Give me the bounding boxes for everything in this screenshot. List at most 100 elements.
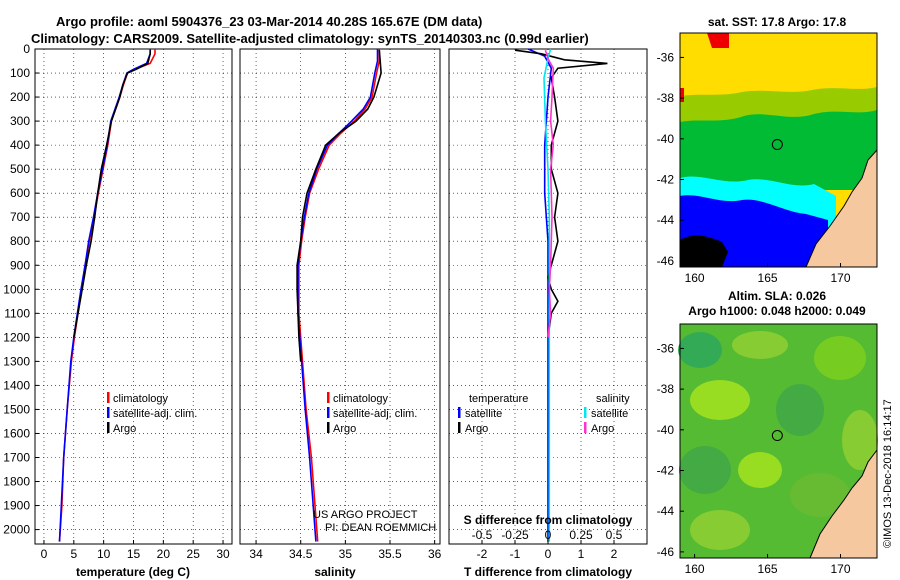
series-line-3 <box>544 49 555 338</box>
legend-t-satellite-label: satellite <box>465 408 502 420</box>
legend-climatology-swatch <box>327 392 330 403</box>
legend-s-satellite-swatch <box>584 407 587 418</box>
sla-patch <box>678 332 722 368</box>
salinity-legend: climatology satellite-adj. clim. Argo <box>327 392 417 435</box>
legend-satellite-label: satellite-adj. clim. <box>113 408 197 420</box>
x-tick-label: 0 <box>41 547 48 561</box>
legend-argo-label: Argo <box>333 423 356 435</box>
x-tick-label: 30 <box>216 547 230 561</box>
map-x-tick-label: 160 <box>685 271 705 285</box>
map-y-tick-label: -36 <box>657 341 675 355</box>
sla-patch <box>776 384 824 436</box>
sla-patch <box>738 452 782 488</box>
series-line-2 <box>73 50 151 338</box>
y-tick-label: 1800 <box>3 475 30 489</box>
legend-t-argo-label: Argo <box>465 423 488 435</box>
y-tick-label: 2000 <box>3 523 30 537</box>
legend-s-argo-swatch <box>584 422 587 433</box>
s-diff-tick-label: -0.5 <box>472 528 493 542</box>
y-tick-label: 1300 <box>3 354 30 368</box>
y-tick-label: 1100 <box>4 306 30 320</box>
sla-map: Altim. SLA: 0.026 Argo h1000: 0.048 h200… <box>657 289 878 576</box>
sst-warm-edge <box>680 88 684 102</box>
map-y-tick-label: -40 <box>657 132 675 146</box>
x-tick-label: 10 <box>97 547 111 561</box>
map-y-tick-label: -38 <box>657 91 675 105</box>
legend-argo-label: Argo <box>113 423 136 435</box>
sla-patch <box>679 446 731 494</box>
y-tick-label: 1200 <box>3 330 30 344</box>
legend-t-satellite-swatch <box>458 407 461 418</box>
sst-warm-patch <box>707 33 729 48</box>
s-diff-tick-label: 0.5 <box>606 528 623 542</box>
s-diff-tick-label: -0.25 <box>501 528 529 542</box>
y-tick-label: 1700 <box>3 450 30 464</box>
s-diff-tick-label: 0 <box>545 528 552 542</box>
salinity-panel: 34 34.5 35 35.5 36 salinity climatology sate… <box>239 48 442 579</box>
map-y-tick-label: -40 <box>657 423 675 437</box>
x-tick-label: 2 <box>611 547 618 561</box>
x-tick-label: 34.5 <box>289 547 313 561</box>
y-tick-label: 100 <box>10 66 30 80</box>
map-y-tick-label: -42 <box>657 464 675 478</box>
series-line-0 <box>298 49 381 542</box>
y-tick-label: 700 <box>10 210 30 224</box>
y-tick-label: 1900 <box>3 499 30 513</box>
figure-title-line1: Argo profile: aoml 5904376_23 03-Mar-201… <box>56 14 482 29</box>
sst-band-coldest <box>680 235 728 267</box>
legend-t-argo-swatch <box>458 422 461 433</box>
y-tick-label: 200 <box>10 90 30 104</box>
y-tick-label: 300 <box>10 114 30 128</box>
s-diff-tick-label: 0.25 <box>569 528 593 542</box>
legend-satellite-swatch <box>327 407 330 418</box>
y-tick-label: 1400 <box>3 378 30 392</box>
argo-position-marker <box>771 430 783 442</box>
series-line-2 <box>296 50 382 362</box>
series-line-0 <box>527 48 553 542</box>
map-y-tick-label: -44 <box>657 504 675 518</box>
legend-climatology-label: climatology <box>333 393 389 405</box>
x-tick-label: -2 <box>477 547 488 561</box>
sst-band-mid <box>680 110 877 190</box>
figure-title-line2: Climatology: CARS2009. Satellite-adjuste… <box>31 31 589 46</box>
x-tick-label: 20 <box>157 547 171 561</box>
y-tick-label: 600 <box>10 186 30 200</box>
x-tick-label: 36 <box>428 547 442 561</box>
salinity-x-label: salinity <box>314 565 356 579</box>
temperature-x-label: temperature (deg C) <box>76 565 190 579</box>
sla-patch <box>690 380 750 420</box>
y-tick-label: 0 <box>23 42 30 56</box>
legend-satellite-label: satellite-adj. clim. <box>333 408 417 420</box>
series-line-2 <box>543 48 552 542</box>
temperature-legend: climatology satellite-adj. clim. Argo <box>107 392 197 435</box>
salinity-plot-area <box>239 48 441 545</box>
legend-satellite-swatch <box>107 407 110 418</box>
y-tick-label: 1500 <box>3 402 30 416</box>
map-x-tick-label: 165 <box>758 562 778 576</box>
temperature-panel: 0 5 10 15 20 25 30 0 100 200 300 400 500 600 700 800 90… <box>3 42 233 579</box>
sla-patch <box>790 473 850 517</box>
x-tick-label: 34 <box>249 547 263 561</box>
y-tick-label: 900 <box>10 258 30 272</box>
map-y-tick-label: -46 <box>657 545 675 559</box>
map-y-tick-label: -44 <box>657 213 675 227</box>
sla-patch <box>732 331 788 359</box>
legend-climatology-swatch <box>107 392 110 403</box>
legend-argo-swatch <box>327 422 330 433</box>
map-y-tick-label: -38 <box>657 382 675 396</box>
x-tick-label: 1 <box>578 547 585 561</box>
map-x-tick-label: 170 <box>831 562 851 576</box>
legend-salinity-title: salinity <box>596 393 630 405</box>
x-tick-label: 25 <box>187 547 201 561</box>
legend-s-argo-label: Argo <box>591 423 614 435</box>
project-credit: US ARGO PROJECT <box>313 509 418 521</box>
y-tick-label: 800 <box>10 234 30 248</box>
map-y-tick-label: -46 <box>657 254 675 268</box>
sst-map-frame <box>679 32 878 268</box>
s-difference-label: S difference from climatology <box>464 513 633 527</box>
x-tick-label: 5 <box>70 547 77 561</box>
y-tick-label: 1600 <box>3 426 30 440</box>
map-y-tick-label: -42 <box>657 173 675 187</box>
sla-patch <box>690 510 750 550</box>
